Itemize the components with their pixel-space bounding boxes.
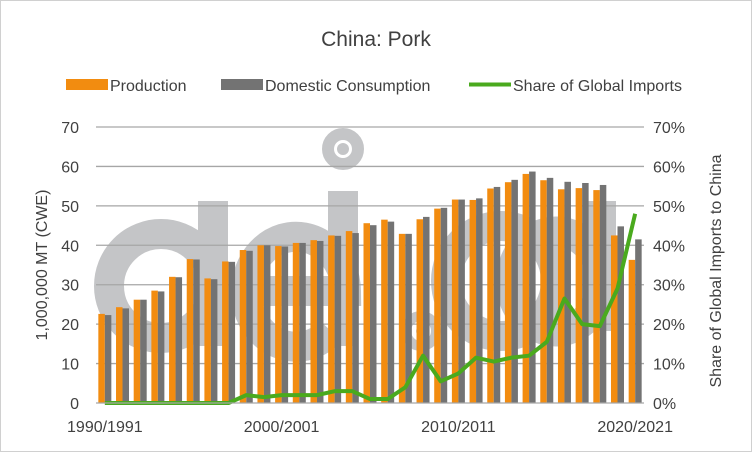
bar-production xyxy=(575,188,583,403)
y-tick-label: 10 xyxy=(61,357,79,374)
bar-production xyxy=(416,219,424,403)
bar-domestic-consumption xyxy=(193,259,200,403)
bar-domestic-consumption xyxy=(228,261,236,403)
bar-domestic-consumption xyxy=(405,233,412,403)
bar-production xyxy=(169,276,176,403)
legend: Production Domestic Consumption Share of G… xyxy=(66,78,682,95)
bar-domestic-consumption xyxy=(122,308,130,403)
chart-title: China: Pork xyxy=(321,28,431,51)
bar-domestic-consumption xyxy=(440,207,448,403)
bar-production xyxy=(504,182,512,403)
bars xyxy=(98,171,642,403)
bar-production xyxy=(451,199,459,403)
bar-production xyxy=(540,180,547,403)
bar-domestic-consumption xyxy=(370,225,377,403)
bar-production xyxy=(593,190,600,403)
legend-label: Production xyxy=(110,78,187,95)
y2-tick-label: 40% xyxy=(653,238,685,255)
bar-production xyxy=(151,290,158,403)
bar-domestic-consumption xyxy=(334,235,342,403)
x-tick-label: 2000/2001 xyxy=(244,419,320,436)
y-axis-label: 1,000,000 MT (CWE) xyxy=(34,190,51,341)
bar-production xyxy=(522,173,530,403)
bar-domestic-consumption xyxy=(582,182,589,403)
bar-production xyxy=(434,208,441,403)
bar-production xyxy=(204,278,211,403)
bar-production xyxy=(257,245,264,403)
bar-production xyxy=(275,246,282,403)
bar-domestic-consumption xyxy=(316,240,324,403)
y-tick-label: 0 xyxy=(70,396,79,413)
y-tick-label: 20 xyxy=(61,317,79,334)
y2-tick-label: 50% xyxy=(653,199,685,216)
bar-domestic-consumption xyxy=(281,246,289,403)
bar-domestic-consumption xyxy=(458,199,465,403)
y-tick-label: 50 xyxy=(61,199,79,216)
bar-domestic-consumption xyxy=(263,245,271,403)
bar-production xyxy=(363,223,370,403)
bar-production xyxy=(222,261,229,403)
legend-swatch xyxy=(221,79,263,90)
bar-domestic-consumption xyxy=(493,186,501,403)
y2-tick-label: 10% xyxy=(653,357,685,374)
bar-production xyxy=(628,259,636,403)
bar-domestic-consumption xyxy=(175,277,183,403)
legend-swatch xyxy=(66,79,108,90)
y-tick-label: 60 xyxy=(61,159,79,176)
bar-production xyxy=(98,313,105,403)
legend-label: Domestic Consumption xyxy=(265,78,430,95)
bar-domestic-consumption xyxy=(617,226,624,403)
bar-production xyxy=(328,235,335,403)
y2-tick-label: 30% xyxy=(653,278,685,295)
bar-domestic-consumption xyxy=(635,239,642,403)
bar-domestic-consumption xyxy=(157,291,165,403)
bar-production xyxy=(133,299,141,403)
bar-domestic-consumption xyxy=(476,198,483,403)
bar-domestic-consumption xyxy=(140,299,147,403)
bar-domestic-consumption xyxy=(564,181,571,403)
bar-domestic-consumption xyxy=(511,179,518,403)
bar-production xyxy=(239,250,247,403)
watermark-dot-i xyxy=(322,128,364,170)
bar-domestic-consumption xyxy=(352,233,359,403)
y-tick-label: 70 xyxy=(61,120,79,137)
y2-tick-label: 60% xyxy=(653,159,685,176)
x-tick-label: 1990/1991 xyxy=(67,419,143,436)
bar-production xyxy=(610,235,618,403)
bar-production xyxy=(345,231,353,403)
bar-production xyxy=(557,189,565,403)
bar-domestic-consumption xyxy=(423,216,430,403)
bar-production xyxy=(116,307,123,403)
x-tick-label: 2010/2011 xyxy=(421,419,496,436)
bar-domestic-consumption xyxy=(299,242,306,403)
axes: 0 0% 10 10% 20 20% 30 30% 40 40% 50 50% 60 60% 70 70% 19… xyxy=(61,120,685,436)
bar-production xyxy=(310,240,317,403)
bar-domestic-consumption xyxy=(246,250,253,403)
bar-production xyxy=(469,199,477,403)
bar-production xyxy=(186,259,194,403)
bar-domestic-consumption xyxy=(546,177,554,403)
legend-label: Share of Global Imports xyxy=(513,78,682,95)
y-tick-label: 30 xyxy=(61,278,79,295)
bar-production xyxy=(487,188,494,403)
y-tick-label: 40 xyxy=(61,238,79,255)
bar-domestic-consumption xyxy=(387,221,395,403)
y2-tick-label: 20% xyxy=(653,317,685,334)
bar-domestic-consumption xyxy=(210,279,218,403)
bar-production xyxy=(381,219,388,403)
bar-production xyxy=(398,233,406,403)
bar-domestic-consumption xyxy=(104,315,112,403)
bar-domestic-consumption xyxy=(599,184,607,403)
y2-tick-label: 70% xyxy=(653,120,685,137)
bar-domestic-consumption xyxy=(529,171,536,403)
bar-production xyxy=(292,242,300,403)
x-tick-label: 2020/2021 xyxy=(597,419,673,436)
y2-tick-label: 0% xyxy=(653,396,676,413)
y2-axis-label: Share of Global Imports to China xyxy=(708,154,725,387)
